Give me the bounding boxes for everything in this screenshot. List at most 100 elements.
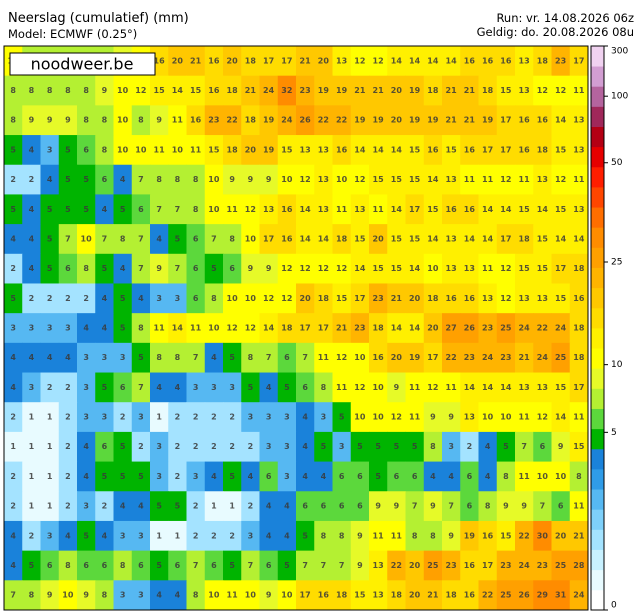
precip-cell — [551, 342, 571, 374]
precip-cell — [332, 520, 352, 552]
precip-cell — [150, 75, 169, 106]
precip-cell — [131, 164, 151, 195]
precip-cell — [423, 461, 443, 492]
precip-value: 16 — [519, 145, 531, 154]
precip-value: 8 — [503, 472, 509, 481]
precip-value: 23 — [354, 324, 365, 333]
precip-value: 18 — [573, 264, 585, 273]
precip-cell — [460, 75, 479, 106]
precip-value: 10 — [281, 591, 293, 600]
precip-cell — [131, 224, 151, 255]
precip-value: 23 — [555, 56, 566, 65]
precip-value: 16 — [318, 591, 330, 600]
precip-value: 18 — [336, 234, 348, 243]
precip-value: 3 — [266, 413, 272, 422]
precip-value: 3 — [47, 324, 53, 333]
precip-cell — [515, 550, 534, 581]
precip-value: 26 — [519, 591, 531, 600]
precip-value: 8 — [175, 353, 181, 362]
precip-cell — [58, 105, 78, 136]
precip-cell — [423, 550, 443, 581]
precip-value: 7 — [302, 353, 308, 362]
precip-value: 12 — [500, 264, 511, 273]
colorbar-swatch — [591, 448, 604, 470]
precip-cell — [204, 46, 224, 77]
precip-value: 3 — [284, 413, 290, 422]
precip-cell — [113, 283, 133, 314]
precip-cell — [168, 224, 187, 255]
precip-value: 5 — [102, 264, 108, 273]
precip-value: 16 — [336, 145, 348, 154]
precip-cell — [515, 105, 534, 136]
precip-cell — [131, 75, 151, 106]
precip-cell — [150, 461, 169, 492]
precip-cell — [113, 75, 133, 106]
precip-cell — [423, 491, 443, 522]
precip-cell — [405, 46, 425, 77]
precip-cell — [350, 520, 370, 552]
precip-value: 12 — [354, 56, 365, 65]
precip-value: 12 — [500, 294, 511, 303]
precip-cell — [387, 253, 406, 284]
precip-cell — [442, 550, 461, 581]
precip-cell — [423, 283, 443, 314]
precip-value: 12 — [391, 413, 402, 422]
precip-value: 10 — [336, 175, 348, 184]
precip-cell — [515, 135, 534, 166]
precip-value: 3 — [47, 531, 53, 540]
precip-cell — [496, 313, 516, 344]
precip-cell — [551, 46, 571, 77]
precip-cell — [460, 342, 479, 374]
precip-value: 16 — [190, 116, 202, 125]
precip-value: 5 — [102, 472, 108, 481]
precip-value: 18 — [519, 234, 531, 243]
precip-value: 1 — [156, 413, 162, 422]
precip-value: 6 — [339, 502, 345, 511]
precip-value: 9 — [156, 264, 162, 273]
precip-value: 16 — [464, 145, 476, 154]
precip-cell — [496, 520, 516, 552]
precip-cell — [332, 253, 352, 284]
precip-value: 14 — [300, 205, 312, 214]
precip-cell — [223, 164, 242, 195]
colorbar-swatch — [591, 287, 604, 309]
precip-cell — [204, 105, 224, 136]
precip-cell — [131, 342, 151, 374]
precip-value: 3 — [266, 442, 272, 451]
precip-cell — [186, 75, 206, 106]
precip-cell — [296, 431, 315, 463]
precip-cell — [442, 224, 461, 255]
precip-cell — [259, 253, 279, 284]
precip-cell — [533, 342, 552, 374]
precip-value: 12 — [245, 324, 256, 333]
precip-cell — [95, 431, 114, 463]
colorbar-swatch — [591, 509, 604, 530]
precip-value: 21 — [336, 324, 348, 333]
precip-value: 6 — [467, 472, 473, 481]
precip-value: 9 — [65, 116, 71, 125]
map-title: Neerslag (cumulatief) (mm) — [8, 11, 189, 26]
precip-cell — [423, 105, 443, 136]
precip-cell — [223, 46, 242, 77]
precip-value: 2 — [193, 531, 199, 540]
precip-cell — [442, 431, 461, 463]
precip-cell — [77, 461, 96, 492]
precip-cell — [40, 491, 60, 522]
precip-cell — [478, 224, 498, 255]
precip-cell — [277, 46, 297, 77]
colorbar-swatch — [591, 166, 604, 188]
precip-value: 4 — [10, 561, 16, 570]
precip-value: 20 — [555, 531, 567, 540]
precip-cell — [168, 550, 187, 581]
precip-cell — [569, 224, 589, 255]
precip-value: 6 — [540, 442, 546, 451]
colorbar-tick-label: 5 — [611, 428, 617, 438]
precip-cell — [168, 194, 187, 225]
precip-cell — [259, 224, 279, 255]
precip-value: 20 — [409, 561, 421, 570]
precip-cell — [551, 372, 571, 403]
colorbar-swatch — [591, 307, 604, 329]
precip-value: 4 — [29, 353, 35, 362]
precip-value: 15 — [354, 234, 366, 243]
precip-cell — [241, 520, 260, 552]
